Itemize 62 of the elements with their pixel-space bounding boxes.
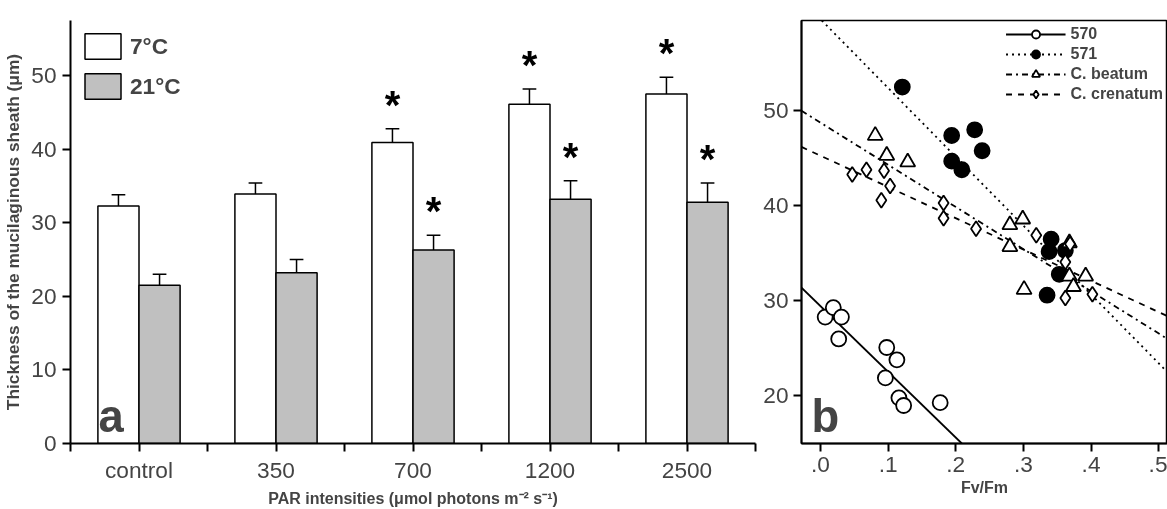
point (1059, 289, 1072, 307)
point (931, 394, 949, 412)
y-tick-label: 50 (763, 97, 789, 124)
x-tick-label: .5 (1148, 450, 1167, 477)
point (833, 308, 850, 326)
legend-label: 21°C (130, 72, 181, 100)
x-axis-title: PAR intensities (μmol photons m⁻² s⁻¹) (268, 489, 558, 507)
x-tick-label: 700 (394, 456, 432, 483)
data-label: * (562, 134, 579, 179)
point (888, 351, 906, 369)
point (1040, 243, 1058, 260)
y-tick-label: 40 (31, 135, 57, 162)
data-label: * (521, 42, 538, 87)
point (895, 397, 913, 414)
point (846, 166, 859, 183)
annotation: a (98, 390, 125, 442)
point (860, 161, 873, 179)
point (830, 330, 848, 348)
x-axis-title: Fv/Fm (960, 478, 1009, 496)
point (878, 339, 896, 356)
x-tick-label: 1200 (524, 456, 576, 483)
x-tick-label: .0 (811, 450, 830, 477)
y-tick-label: 20 (31, 282, 57, 309)
data-label: * (384, 82, 401, 127)
point (966, 121, 984, 139)
y-tick-label: 40 (763, 192, 789, 219)
y-tick-label: 20 (763, 382, 789, 409)
point (893, 78, 911, 96)
data-label: * (699, 137, 716, 182)
y-tick-label: 50 (31, 62, 57, 89)
point (884, 177, 897, 195)
x-tick-label: .1 (878, 450, 898, 477)
x-tick-label: .4 (1081, 450, 1101, 477)
x-tick-label: 2500 (661, 456, 713, 483)
point (1030, 226, 1043, 244)
y-tick-label: 30 (31, 209, 57, 236)
legend-label: 571 (1070, 45, 1098, 63)
legend-label: 570 (1070, 25, 1098, 43)
y-tick-label: 10 (31, 356, 57, 383)
legend-label: 7°C (130, 32, 169, 60)
point (876, 369, 894, 387)
point (953, 161, 971, 179)
point (937, 209, 950, 227)
point (937, 194, 950, 212)
point (1086, 285, 1099, 303)
y-axis-title: Thickness of the mucilaginous sheath (μm) (3, 53, 24, 411)
point (1001, 215, 1019, 231)
point (1038, 286, 1056, 304)
point (875, 191, 888, 209)
x-tick-label: control (105, 456, 174, 483)
annotation: b (811, 390, 840, 442)
data-label: * (658, 31, 675, 76)
data-label: * (425, 189, 442, 234)
point (973, 142, 991, 160)
y-tick-label: 0 (43, 430, 57, 456)
x-tick-label: 350 (257, 456, 295, 483)
point (943, 127, 961, 144)
legend-label: C. beatum (1070, 65, 1148, 83)
y-tick-label: 30 (763, 287, 789, 314)
legend-label: C. crenatum (1070, 85, 1163, 103)
x-tick-label: .2 (946, 450, 966, 477)
x-tick-label: .3 (1013, 450, 1033, 477)
